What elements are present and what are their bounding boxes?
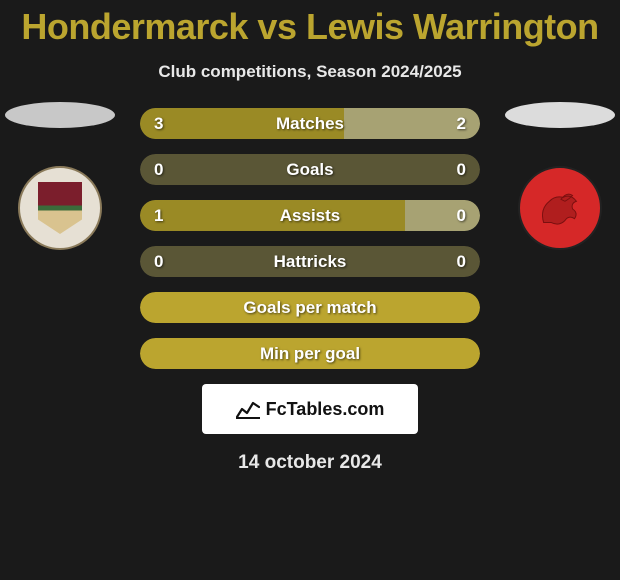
chart-icon: [236, 399, 260, 419]
shield-icon: [38, 182, 82, 234]
comparison-infographic: Hondermarck vs Lewis Warrington Club com…: [0, 0, 620, 474]
stat-bar: Goals 0 0: [140, 154, 480, 185]
stat-value-right: 0: [457, 160, 466, 180]
stat-value-right: 0: [457, 252, 466, 272]
stat-label: Goals: [286, 160, 333, 180]
fctables-logo: FcTables.com: [202, 384, 418, 434]
stat-value-left: 1: [154, 206, 163, 226]
stat-label: Min per goal: [260, 344, 360, 364]
stat-bars: Matches32Goals00Assists10Hattricks00Goal…: [140, 108, 480, 369]
stat-value-right: 0: [457, 206, 466, 226]
club-crest-right: [518, 166, 602, 250]
stat-label: Assists: [280, 206, 340, 226]
stat-bar: Min per goal: [140, 338, 480, 369]
stat-label: Hattricks: [274, 252, 347, 272]
chart-area: Matches32Goals00Assists10Hattricks00Goal…: [0, 108, 620, 369]
stat-bar: Goals per match: [140, 292, 480, 323]
stat-bar-right-fill: [405, 200, 480, 231]
stat-value-left: 0: [154, 160, 163, 180]
stat-label: Matches: [276, 114, 344, 134]
player-left-ellipse: [5, 102, 115, 128]
player-left-badge: [5, 102, 115, 250]
player-right-ellipse: [505, 102, 615, 128]
stat-bar: Assists 1 0: [140, 200, 480, 231]
club-crest-left: [18, 166, 102, 250]
stat-bar: Matches 3 2: [140, 108, 480, 139]
stat-bar-left-fill: [140, 200, 405, 231]
date: 14 october 2024: [0, 452, 620, 474]
stat-label: Goals per match: [243, 298, 376, 318]
title: Hondermarck vs Lewis Warrington: [0, 6, 620, 48]
logo-text: FcTables.com: [266, 399, 385, 420]
stat-value-left: 0: [154, 252, 163, 272]
stat-bar: Hattricks 0 0: [140, 246, 480, 277]
dragon-icon: [532, 180, 590, 238]
player-right-badge: [505, 102, 615, 250]
subtitle: Club competitions, Season 2024/2025: [0, 62, 620, 82]
stat-value-left: 3: [154, 114, 163, 134]
stat-value-right: 2: [457, 114, 466, 134]
